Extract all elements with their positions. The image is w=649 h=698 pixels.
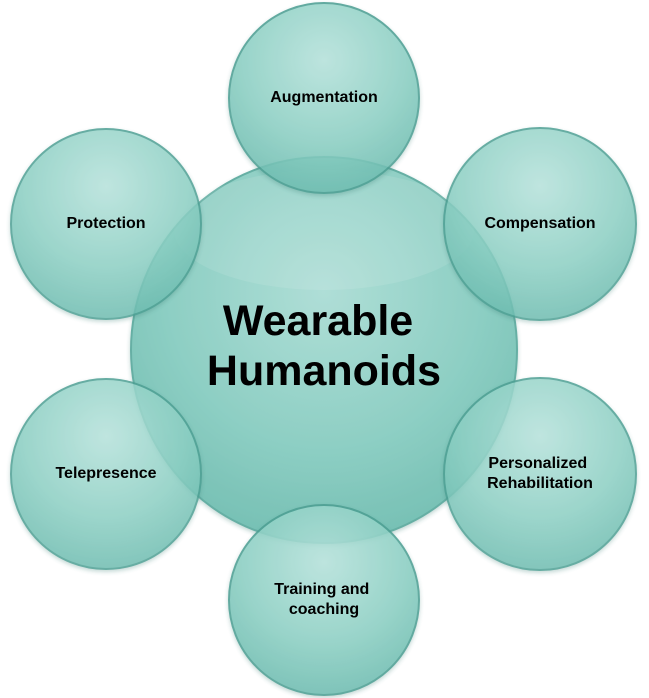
node-training-coaching: Training and coaching <box>228 504 420 696</box>
center-circle <box>130 156 518 544</box>
node-protection: Protection <box>10 128 202 320</box>
node-label-personalized-rehabilitation: Personalized Rehabilitation <box>487 455 593 492</box>
node-compensation: Compensation <box>443 127 637 321</box>
node-label-protection: Protection <box>66 215 145 232</box>
node-label-augmentation: Augmentation <box>270 89 378 106</box>
node-telepresence: Telepresence <box>10 378 202 570</box>
node-label-training-coaching: Training and coaching <box>274 581 374 618</box>
node-label-telepresence: Telepresence <box>55 465 156 482</box>
node-personalized-rehabilitation: Personalized Rehabilitation <box>443 377 637 571</box>
center-title: Wearable Humanoids <box>207 297 441 395</box>
node-augmentation: Augmentation <box>228 2 420 194</box>
node-label-compensation: Compensation <box>484 215 595 232</box>
